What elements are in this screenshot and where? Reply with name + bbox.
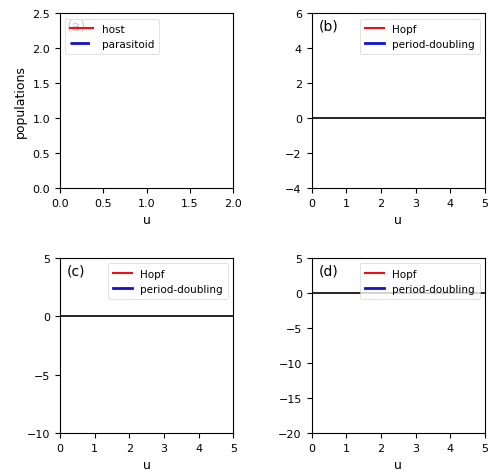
host <box>57 116 63 121</box>
X-axis label: u: u <box>143 458 150 471</box>
Text: (c): (c) <box>67 264 86 278</box>
Legend: host, parasitoid: host, parasitoid <box>65 20 159 55</box>
Y-axis label: populations: populations <box>14 65 27 138</box>
Text: (d): (d) <box>318 264 338 278</box>
X-axis label: u: u <box>143 214 150 227</box>
Text: (b): (b) <box>318 20 338 33</box>
Legend: Hopf, period-doubling: Hopf, period-doubling <box>108 264 228 299</box>
X-axis label: u: u <box>394 214 402 227</box>
X-axis label: u: u <box>394 458 402 471</box>
Legend: Hopf, period-doubling: Hopf, period-doubling <box>360 264 480 299</box>
Text: (a): (a) <box>67 20 86 33</box>
parasitoid <box>57 130 63 136</box>
Legend: Hopf, period-doubling: Hopf, period-doubling <box>360 20 480 55</box>
